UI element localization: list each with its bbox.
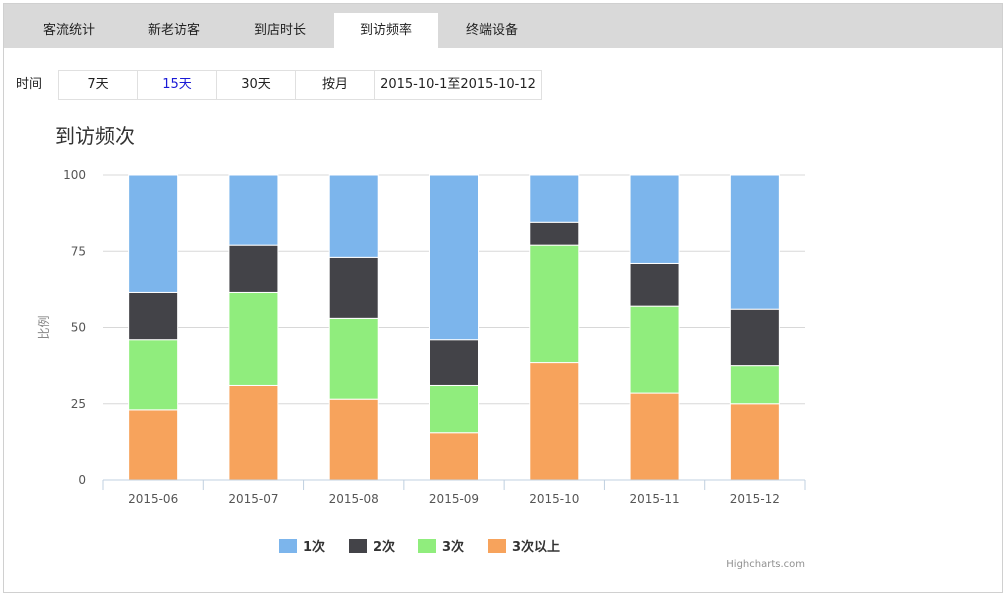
x-tick-label: 2015-07 <box>228 492 278 506</box>
x-tick-label: 2015-09 <box>429 492 479 506</box>
bar-segment <box>128 174 179 293</box>
range-30-days-button[interactable]: 30天 <box>216 70 295 100</box>
x-tick-label: 2015-08 <box>329 492 379 506</box>
bar-segment <box>228 174 279 246</box>
legend-label: 1次 <box>303 539 325 555</box>
range-15-days-button[interactable]: 15天 <box>137 70 216 100</box>
x-tick-label: 2015-06 <box>128 492 178 506</box>
tab-dwell-time[interactable]: 到店时长 <box>253 23 306 38</box>
tab-new-returning-visitors[interactable]: 新老访客 <box>147 23 200 38</box>
chart-credits: Highcharts.com <box>726 559 805 570</box>
tab-traffic-stats[interactable]: 客流统计 <box>42 23 95 38</box>
legend-label: 3次 <box>442 539 464 555</box>
time-filter-label: 时间 <box>16 77 43 92</box>
bar-segment <box>228 244 279 293</box>
bar-segment <box>529 221 580 246</box>
legend-swatch <box>488 539 506 553</box>
y-tick-label: 0 <box>78 473 86 487</box>
bar-segment <box>328 174 379 258</box>
y-tick-label: 25 <box>71 397 86 411</box>
y-tick-label: 50 <box>71 321 86 335</box>
bar-segment <box>629 262 680 307</box>
legend-swatch <box>349 539 367 553</box>
bar-segment <box>328 256 379 319</box>
bar-segment <box>729 365 780 405</box>
y-tick-label: 100 <box>63 168 86 182</box>
bar-segment <box>529 244 580 364</box>
bar-segment <box>328 398 379 481</box>
bar-segment <box>429 384 479 434</box>
x-tick-label: 2015-11 <box>630 492 680 506</box>
y-tick-label: 75 <box>71 244 86 258</box>
y-axis-label: 比例 <box>37 315 51 339</box>
bar-segment <box>629 305 680 394</box>
bar-segment <box>429 174 479 341</box>
tab-visit-frequency[interactable]: 到访频率 <box>334 13 438 48</box>
chart-title: 到访频次 <box>55 124 135 148</box>
bar-segment <box>529 174 580 223</box>
bar-segment <box>529 362 580 481</box>
legend-label: 3次以上 <box>512 539 560 555</box>
bar-segment <box>729 308 780 367</box>
x-tick-label: 2015-10 <box>529 492 579 506</box>
bar-segment <box>629 174 680 264</box>
x-tick-label: 2015-12 <box>730 492 780 506</box>
date-range-picker[interactable]: 2015-10-1至2015-10-12 <box>374 70 542 100</box>
bar-segment <box>429 432 479 481</box>
range-7-days-button[interactable]: 7天 <box>58 70 137 100</box>
bar-segment <box>128 291 179 341</box>
range-by-month-button[interactable]: 按月 <box>295 70 374 100</box>
bar-segment <box>429 339 479 386</box>
bar-segment <box>729 403 780 481</box>
bar-segment <box>128 409 179 481</box>
legend-label: 2次 <box>373 539 395 555</box>
tab-bar: 客流统计 新老访客 到店时长 到访频率 终端设备 <box>4 4 1002 48</box>
legend-swatch <box>418 539 436 553</box>
bar-segment <box>228 384 279 481</box>
legend-swatch <box>279 539 297 553</box>
bar-segment <box>729 174 780 310</box>
bar-segment <box>228 291 279 386</box>
bar-segment <box>629 392 680 481</box>
bar-segment <box>128 339 179 411</box>
tab-devices[interactable]: 终端设备 <box>465 23 518 38</box>
bar-segment <box>328 317 379 400</box>
